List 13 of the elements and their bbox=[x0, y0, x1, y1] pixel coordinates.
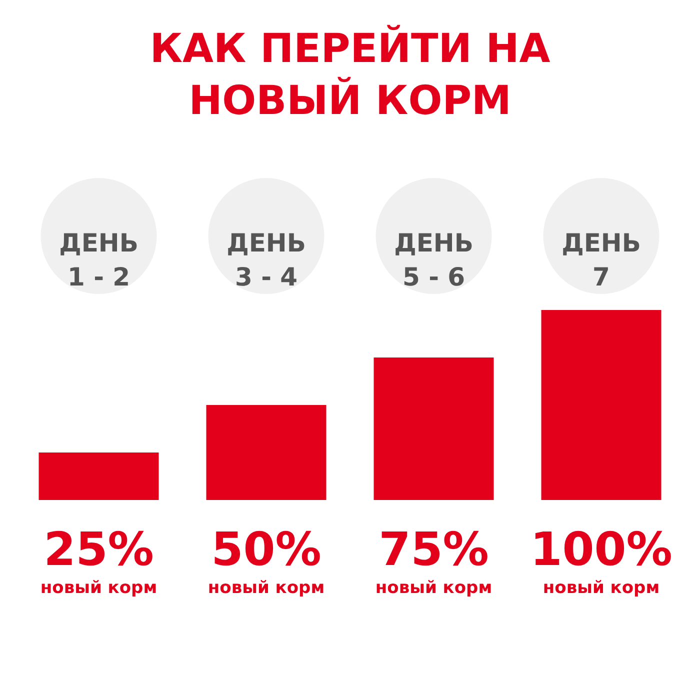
bar bbox=[206, 405, 326, 500]
bar bbox=[541, 310, 662, 500]
x-tick-label: ДЕНЬ 5 - 6 bbox=[394, 228, 474, 292]
bar bbox=[38, 452, 159, 500]
x-tick-label: ДЕНЬ 3 - 4 bbox=[226, 228, 306, 292]
data-label: 50% новый корм bbox=[208, 522, 325, 598]
data-label: 75% новый корм bbox=[375, 522, 492, 598]
x-tick-label: ДЕНЬ 1 - 2 bbox=[59, 228, 138, 292]
bar bbox=[374, 358, 494, 500]
chart-title: КАК ПЕРЕЙТИ НА НОВЫЙ КОРМ bbox=[150, 24, 550, 124]
data-label: 100% новый корм bbox=[530, 522, 672, 598]
data-label: 25% новый корм bbox=[40, 522, 158, 598]
x-tick-label: ДЕНЬ 7 bbox=[562, 228, 641, 292]
